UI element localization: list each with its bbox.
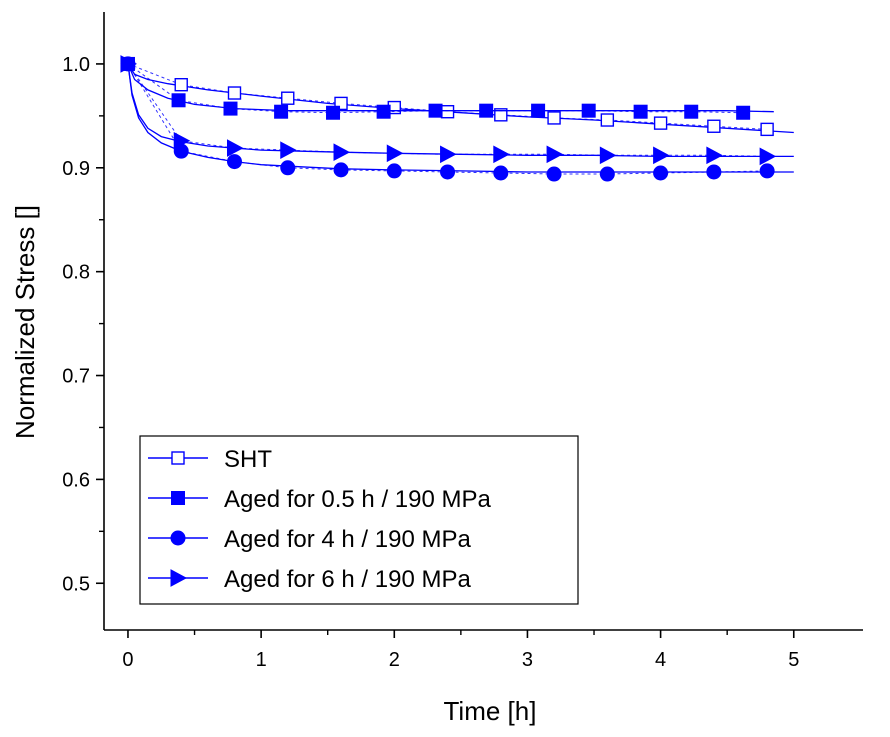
series-1-point <box>547 111 561 125</box>
legend-marker <box>170 569 188 587</box>
legend-entry-3: Aged for 4 h / 190 MPa <box>148 526 471 553</box>
series-3-point <box>653 165 669 181</box>
series-3 <box>120 56 794 182</box>
legend-entry-4: Aged for 6 h / 190 MPa <box>148 566 471 593</box>
y-tick-label: 0.6 <box>62 469 90 491</box>
legend-label: Aged for 4 h / 190 MPa <box>224 526 471 553</box>
legend-marker <box>171 451 185 465</box>
series-4-point <box>599 146 617 165</box>
x-tick-label: 2 <box>389 649 400 671</box>
x-tick-label: 5 <box>788 649 799 671</box>
series-3-point <box>599 166 615 182</box>
series-4-point <box>706 146 723 165</box>
y-tick-label: 0.8 <box>62 262 90 284</box>
x-tick-label: 1 <box>256 649 267 671</box>
legend-entry-1: SHT <box>148 446 272 473</box>
series-2-point <box>223 101 238 116</box>
legend-marker <box>170 530 186 546</box>
x-tick-label: 3 <box>522 649 533 671</box>
x-tick-label: 0 <box>122 649 133 671</box>
series-4-point <box>120 55 138 73</box>
series-3-point <box>706 164 722 180</box>
series-3-point <box>440 164 456 180</box>
series-2-point <box>633 104 648 119</box>
series-4-point <box>493 145 510 164</box>
series-4-point <box>333 143 351 162</box>
series-1-point <box>281 91 295 105</box>
legend: SHT Aged for 0.5 h / 190 MPa Aged for 4 h … <box>139 435 579 605</box>
series-4-point <box>280 141 297 159</box>
legend-entry-2: Aged for 0.5 h / 190 MPa <box>148 486 491 513</box>
legend-marker <box>171 491 185 505</box>
series-2-point <box>171 93 186 108</box>
series-4-point <box>226 139 244 157</box>
legend-label: Aged for 6 h / 190 MPa <box>224 566 471 593</box>
series-2-point <box>581 103 596 118</box>
series-3-point <box>493 165 509 181</box>
series-1-point <box>494 108 508 122</box>
series-2-point <box>274 104 289 119</box>
series-1-point <box>227 86 242 100</box>
legend-label: SHT <box>224 446 272 473</box>
legend-box <box>139 435 579 605</box>
series-2-point <box>326 105 341 120</box>
series-4-point <box>653 146 670 165</box>
x-axis-title: Time [h] <box>444 696 537 726</box>
axes: 0 1 2 3 4 5 0.5 0.6 0.7 0.8 0.9 1.0 <box>62 12 863 671</box>
series-1-point <box>174 78 188 92</box>
series-4-point <box>440 145 457 164</box>
y-tick-label: 0.5 <box>62 573 90 595</box>
series-2-point <box>736 105 751 120</box>
series-1-point <box>600 113 615 127</box>
series-2-point <box>376 104 391 119</box>
y-tick-label: 0.9 <box>62 158 90 180</box>
series-3-point <box>546 166 562 182</box>
series-1-point <box>707 119 721 133</box>
series-1-point <box>440 105 455 119</box>
legend-label: Aged for 0.5 h / 190 MPa <box>224 486 491 513</box>
series-3-point <box>759 163 775 179</box>
series-2-point <box>531 103 546 118</box>
series-layer <box>120 55 794 182</box>
y-tick-label: 0.7 <box>62 366 90 388</box>
series-1-point <box>760 122 774 137</box>
series-1-point <box>653 116 668 130</box>
x-tick-label: 4 <box>655 649 666 671</box>
series-2-point <box>684 104 699 119</box>
series-1-fit-line <box>127 63 794 134</box>
series-3-point <box>280 160 296 176</box>
series-3-point <box>333 162 349 178</box>
y-tick-label: 1.0 <box>62 54 90 76</box>
series-4 <box>120 55 794 166</box>
series-3-point <box>386 163 402 179</box>
series-2-point <box>428 103 443 118</box>
series-2-point <box>479 103 494 118</box>
series-4-point <box>173 131 191 150</box>
series-3-point <box>226 154 242 170</box>
series-4-point <box>546 145 564 164</box>
series-4-point <box>386 144 404 163</box>
y-axis-title: Normalized Stress [] <box>10 205 40 439</box>
series-4-point <box>759 147 777 166</box>
